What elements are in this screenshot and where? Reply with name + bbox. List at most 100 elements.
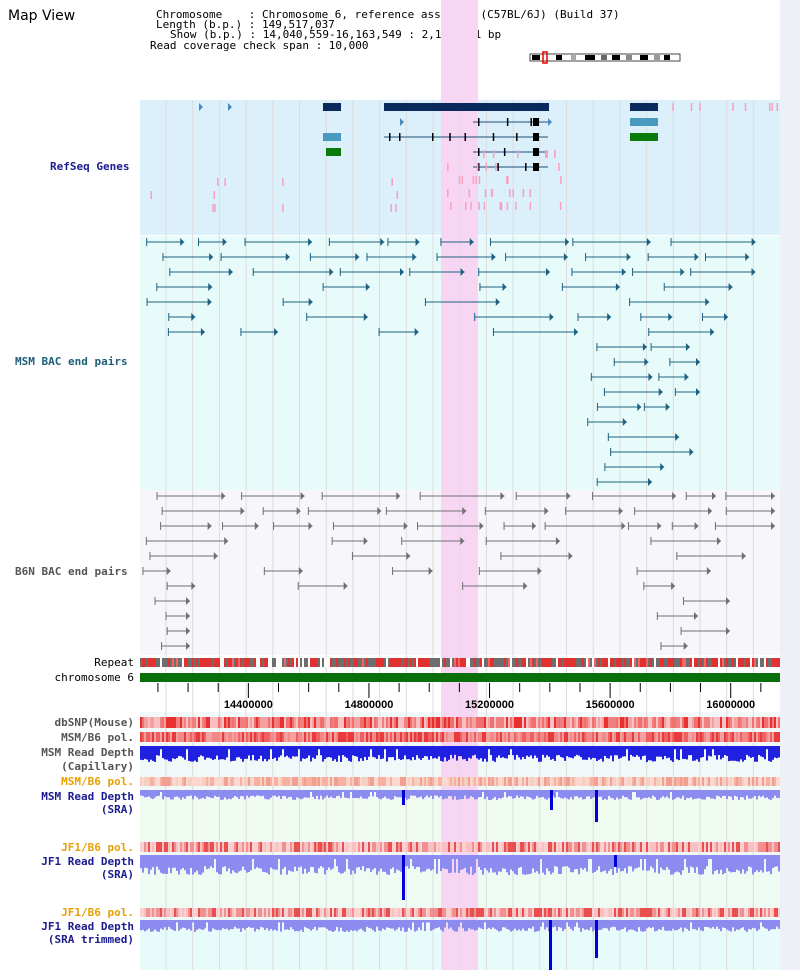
track-label-refseq[interactable]: RefSeq Genes bbox=[50, 160, 130, 173]
msm-b6-pol2-strip bbox=[186, 777, 188, 786]
jf1-b6-pol-strip bbox=[618, 842, 620, 852]
msm-b6-pol-strip bbox=[508, 732, 510, 742]
jf1-b6-pol-strip bbox=[162, 842, 164, 852]
track-label-b6n-bac[interactable]: B6N BAC end pairs bbox=[15, 565, 128, 578]
jf1-b6-pol2-strip bbox=[516, 908, 518, 917]
dbsnp-strip bbox=[456, 717, 458, 728]
msm-sra-depth-bar bbox=[360, 790, 362, 797]
repeat-segment bbox=[668, 658, 670, 667]
msm-sra-depth-bar bbox=[450, 790, 452, 797]
jf1-b6-pol2-strip bbox=[734, 908, 736, 917]
jf1-b6-pol-strip bbox=[572, 842, 574, 852]
msm-b6-pol2-strip bbox=[480, 777, 482, 786]
repeat-segment bbox=[382, 658, 384, 667]
track-label-jf1-depth-sra[interactable]: JF1 Read Depth bbox=[41, 855, 134, 868]
jf1-b6-pol2-strip bbox=[348, 908, 350, 917]
msm-b6-pol-strip bbox=[250, 732, 252, 742]
jf1-trimmed-depth-bar bbox=[534, 920, 536, 932]
jf1-b6-pol-strip bbox=[196, 842, 198, 852]
jf1-b6-pol2-strip bbox=[620, 908, 622, 917]
msm-b6-pol-strip bbox=[594, 732, 596, 742]
jf1-sra-depth-bar bbox=[752, 855, 754, 875]
track-label-repeat[interactable]: Repeat bbox=[94, 656, 134, 669]
track-label-msm-b6-pol-2[interactable]: MSM/B6 pol. bbox=[61, 775, 134, 788]
repeat-segment bbox=[326, 658, 328, 667]
track-label-jf1-b6-pol[interactable]: JF1/B6 pol. bbox=[61, 841, 134, 854]
jf1-b6-pol-strip bbox=[686, 842, 688, 852]
pseudo-gene-mark bbox=[461, 176, 464, 184]
jf1-trimmed-depth-bar bbox=[536, 920, 538, 932]
track-label-dbsnp[interactable]: dbSNP(Mouse) bbox=[54, 716, 134, 729]
jf1-b6-pol2-strip bbox=[198, 908, 200, 917]
jf1-b6-pol-strip bbox=[478, 842, 480, 852]
jf1-trimmed-depth-bar bbox=[324, 920, 326, 928]
msm-sra-depth-bar bbox=[204, 790, 206, 799]
msm-bac-end-arrow bbox=[209, 253, 214, 261]
dbsnp-strip bbox=[730, 717, 732, 728]
track-label-msm-b6-pol[interactable]: MSM/B6 pol. bbox=[61, 731, 134, 744]
jf1-trimmed-depth-bar bbox=[630, 920, 632, 930]
jf1-b6-pol-strip bbox=[664, 842, 666, 852]
track-label-jf1-b6-pol-2[interactable]: JF1/B6 pol. bbox=[61, 906, 134, 919]
msm-sra-depth-bar bbox=[420, 790, 422, 797]
pseudo-gene-mark bbox=[507, 176, 509, 184]
msm-b6-pol2-strip bbox=[338, 777, 340, 786]
b6n-bac-end-arrow bbox=[254, 522, 259, 530]
jf1-b6-pol-strip bbox=[598, 842, 600, 852]
msm-sra-depth-bar bbox=[172, 790, 174, 800]
jf1-sra-depth-bar bbox=[580, 855, 582, 868]
jf1-trimmed-depth-bar bbox=[530, 920, 532, 929]
msm-bac-end-arrow bbox=[694, 253, 699, 261]
jf1-trimmed-depth-bar bbox=[396, 920, 398, 930]
track-label-chromosome[interactable]: chromosome 6 bbox=[54, 671, 134, 684]
dbsnp-strip bbox=[724, 717, 726, 728]
msm-sra-depth-bar bbox=[314, 790, 316, 799]
jf1-b6-pol-strip bbox=[744, 842, 746, 852]
jf1-trimmed-depth-bar bbox=[764, 920, 766, 929]
jf1-b6-pol2-strip bbox=[200, 908, 202, 917]
track-label-msm-depth-sra[interactable]: MSM Read Depth bbox=[41, 790, 134, 803]
jf1-b6-pol2-strip bbox=[566, 908, 568, 917]
jf1-trimmed-depth-bar bbox=[700, 920, 702, 931]
jf1-trimmed-depth-bar bbox=[374, 920, 376, 932]
jf1-trimmed-depth-bar bbox=[686, 920, 688, 929]
pseudo-gene-mark bbox=[447, 163, 449, 171]
dbsnp-strip bbox=[462, 717, 464, 728]
msm-sra-depth-bar bbox=[354, 790, 356, 798]
jf1-b6-pol2-strip bbox=[570, 908, 572, 917]
jf1-trimmed-depth-bar bbox=[266, 920, 268, 929]
dbsnp-strip bbox=[548, 717, 550, 728]
msm-b6-pol2-strip bbox=[388, 777, 390, 786]
msm-sra-depth-bar bbox=[164, 790, 166, 797]
track-label-jf1-depth-trimmed[interactable]: JF1 Read Depth bbox=[41, 920, 134, 933]
jf1-trimmed-depth-bar bbox=[734, 920, 736, 932]
repeat-segment bbox=[702, 658, 704, 667]
jf1-b6-pol-strip bbox=[182, 842, 184, 852]
msm-capillary-depth-bar bbox=[584, 746, 586, 760]
jf1-b6-pol-strip bbox=[606, 842, 608, 852]
track-label-msm-depth-capillary[interactable]: MSM Read Depth bbox=[41, 746, 134, 759]
dbsnp-strip bbox=[568, 717, 570, 728]
msm-b6-pol2-strip bbox=[664, 777, 666, 786]
msm-b6-pol2-strip bbox=[662, 777, 664, 786]
msm-sra-depth-bar bbox=[682, 790, 684, 796]
jf1-sra-depth-bar bbox=[150, 855, 152, 870]
repeat-segment bbox=[754, 658, 756, 667]
jf1-trimmed-depth-bar bbox=[574, 920, 576, 927]
msm-b6-pol2-strip bbox=[326, 777, 328, 786]
repeat-segment bbox=[584, 658, 586, 667]
chromosome-bar bbox=[140, 673, 780, 682]
msm-b6-pol2-strip bbox=[594, 777, 596, 786]
jf1-b6-pol-strip bbox=[652, 842, 654, 852]
msm-b6-pol2-strip bbox=[608, 777, 610, 786]
dbsnp-strip bbox=[656, 717, 658, 728]
jf1-trimmed-depth-bar bbox=[276, 920, 278, 931]
msm-bac-end-arrow bbox=[491, 253, 496, 261]
msm-b6-pol2-strip bbox=[770, 777, 772, 786]
jf1-trimmed-depth-bar bbox=[416, 920, 418, 931]
dbsnp-strip bbox=[484, 717, 486, 728]
repeat-segment bbox=[270, 658, 272, 667]
track-label-msm-bac[interactable]: MSM BAC end pairs bbox=[15, 355, 128, 368]
msm-b6-pol-strip bbox=[650, 732, 652, 742]
